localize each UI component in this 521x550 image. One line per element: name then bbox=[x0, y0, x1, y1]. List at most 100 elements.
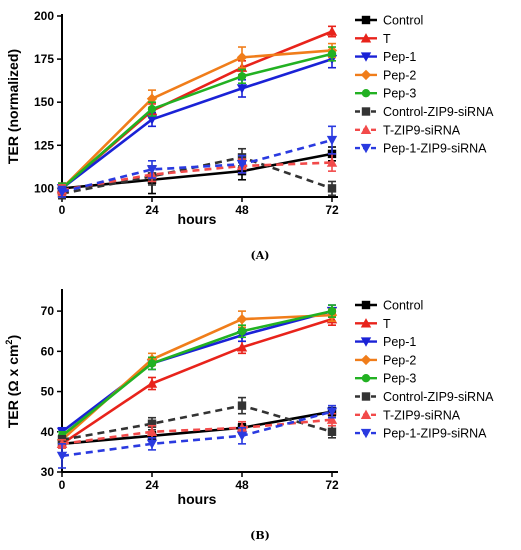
y-tick-label: 40 bbox=[41, 425, 55, 439]
data-point bbox=[237, 327, 247, 336]
legend-label: Pep-3 bbox=[383, 372, 416, 386]
legend-swatch-marker bbox=[361, 89, 371, 98]
data-point bbox=[326, 407, 338, 417]
legend-swatch-marker bbox=[360, 124, 372, 134]
series-line bbox=[61, 404, 333, 442]
legend-swatch-marker bbox=[361, 300, 371, 310]
legend-swatch-marker bbox=[360, 69, 372, 81]
data-point bbox=[147, 104, 157, 114]
data-point bbox=[236, 313, 248, 325]
series-line bbox=[61, 49, 333, 190]
series-t bbox=[56, 312, 338, 449]
legend-label: Control bbox=[383, 14, 423, 28]
series-line bbox=[61, 152, 333, 190]
legend-swatch-marker bbox=[361, 392, 371, 401]
series-pep-1 bbox=[56, 49, 338, 195]
y-axis-label-sup: 2 bbox=[4, 340, 14, 345]
legend-swatch-marker bbox=[361, 374, 371, 383]
data-point bbox=[326, 414, 338, 424]
data-point bbox=[326, 157, 338, 167]
y-tick-label: 70 bbox=[41, 304, 55, 318]
legend-swatch-marker bbox=[360, 337, 372, 347]
data-point bbox=[146, 426, 158, 436]
data-point bbox=[237, 401, 247, 410]
legend-label: Control bbox=[383, 299, 423, 313]
legend-swatch-marker bbox=[360, 33, 372, 43]
y-tick-label: 150 bbox=[34, 95, 54, 109]
data-point bbox=[236, 84, 248, 94]
data-point bbox=[236, 342, 248, 352]
series-line bbox=[61, 313, 333, 441]
data-point bbox=[327, 306, 337, 316]
y-tick-label: 30 bbox=[41, 465, 55, 479]
data-point bbox=[237, 72, 247, 81]
y-axis-label-close: ) bbox=[5, 335, 21, 340]
y-tick-label: 100 bbox=[34, 181, 54, 195]
legend-swatch-marker bbox=[360, 318, 372, 328]
x-tick-label: 24 bbox=[145, 203, 159, 217]
series-t bbox=[56, 25, 338, 195]
data-point bbox=[146, 165, 158, 175]
x-tick-label: 0 bbox=[59, 478, 66, 492]
data-point bbox=[146, 439, 158, 450]
x-tick-label: 24 bbox=[145, 478, 159, 492]
x-tick-label: 48 bbox=[235, 478, 249, 492]
series-line bbox=[61, 418, 333, 446]
data-point bbox=[146, 93, 158, 104]
legend-label: T-ZIP9-siRNA bbox=[383, 408, 461, 422]
series-pep-1-zip9-sirna bbox=[56, 125, 338, 198]
y-axis-label-text: TER (Ω x cm bbox=[5, 345, 21, 429]
series-line bbox=[61, 410, 333, 458]
panel-label: (A) bbox=[251, 249, 270, 262]
legend-label: Pep-2 bbox=[383, 68, 416, 82]
legend-label: Pep-3 bbox=[383, 87, 416, 101]
y-tick-label: 200 bbox=[34, 9, 54, 23]
legend-swatch-marker bbox=[360, 354, 372, 366]
legend-swatch-marker bbox=[360, 143, 372, 154]
panel-label: (B) bbox=[250, 529, 270, 542]
x-axis-label: hours bbox=[178, 211, 217, 227]
data-point bbox=[236, 431, 248, 441]
y-axis-label-text: TER (normalized) bbox=[5, 49, 21, 164]
data-point bbox=[327, 184, 337, 193]
legend-swatch-marker bbox=[360, 428, 372, 439]
data-point bbox=[327, 49, 337, 59]
legend-label: Pep-1-ZIP9-siRNA bbox=[383, 427, 487, 441]
series-line bbox=[61, 52, 333, 190]
data-point bbox=[146, 378, 158, 388]
legend-label: Pep-2 bbox=[383, 353, 416, 367]
data-point bbox=[146, 115, 158, 125]
data-point bbox=[147, 419, 157, 428]
legend-swatch-marker bbox=[361, 15, 371, 25]
data-point bbox=[56, 451, 68, 462]
data-point bbox=[236, 52, 248, 63]
legend-swatch-marker bbox=[360, 52, 372, 62]
x-tick-label: 72 bbox=[325, 203, 339, 217]
legend-label: Pep-1-ZIP9-siRNA bbox=[383, 142, 487, 156]
data-point bbox=[147, 359, 157, 368]
legend-label: Pep-1 bbox=[383, 50, 416, 64]
legend-label: T bbox=[383, 32, 391, 46]
data-point bbox=[56, 187, 68, 198]
series-line bbox=[61, 309, 333, 437]
series-line bbox=[61, 138, 333, 194]
x-tick-label: 48 bbox=[235, 203, 249, 217]
legend-swatch-marker bbox=[360, 409, 372, 419]
legend-label: T bbox=[383, 317, 391, 331]
y-tick-label: 125 bbox=[34, 138, 54, 152]
data-point bbox=[326, 26, 338, 36]
series-line bbox=[61, 57, 333, 190]
legend-label: Control-ZIP9-siRNA bbox=[383, 105, 494, 119]
series-line bbox=[61, 309, 333, 433]
y-tick-label: 175 bbox=[34, 52, 54, 66]
data-point bbox=[236, 160, 248, 170]
y-axis-label: TER (Ω x cm2) bbox=[4, 335, 21, 428]
legend-swatch-marker bbox=[361, 107, 371, 116]
chart-panel-0: 100 125 150 175 200 0 24 48 72 hours TER (normaliz… bbox=[5, 9, 494, 262]
x-axis-label: hours bbox=[178, 491, 217, 507]
chart-panel-1: 30 40 50 60 70 0 24 48 72 hours TER (Ω x cm2) Contr… bbox=[4, 289, 494, 542]
series-pep-1-zip9-sirna bbox=[56, 404, 338, 469]
data-point bbox=[327, 427, 337, 436]
series-line bbox=[61, 317, 333, 445]
